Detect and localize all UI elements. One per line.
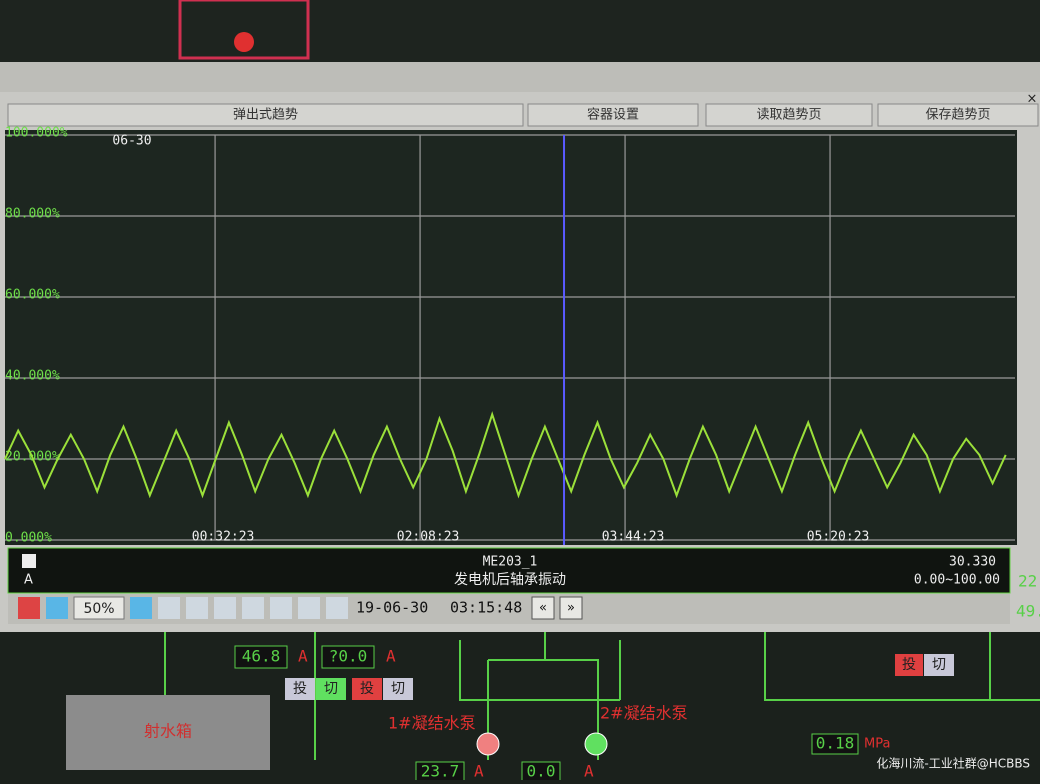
off-label: 切 xyxy=(932,657,946,673)
pump-label: 1#凝结水泵 xyxy=(388,714,476,733)
legend-tag: ME203_1 xyxy=(483,555,538,570)
pump-icon xyxy=(584,732,608,756)
pump-label: 2#凝结水泵 xyxy=(600,704,688,723)
zoom-in-button[interactable] xyxy=(158,597,180,619)
close-icon[interactable]: × xyxy=(1027,92,1038,107)
page-back-button[interactable] xyxy=(531,596,555,620)
x-tick-label: 00:32:23 xyxy=(192,530,255,545)
legend-unit: A xyxy=(24,573,33,588)
hmi-unit: A xyxy=(386,647,396,666)
on-button[interactable] xyxy=(285,678,315,700)
forward-button[interactable] xyxy=(130,597,152,619)
x-tick-label: 03:44:23 xyxy=(602,530,665,545)
tab-button-label: 读取趋势页 xyxy=(756,107,821,123)
hmi-value: 22 xyxy=(1018,572,1037,591)
hmi-box xyxy=(178,0,310,60)
hmi-box xyxy=(321,645,375,669)
x-tick-label: 02:08:23 xyxy=(397,530,460,545)
on-label: 投 xyxy=(902,657,916,673)
on-label: 投 xyxy=(293,681,307,697)
hmi-value: 0.18 xyxy=(816,734,855,753)
off-button[interactable] xyxy=(924,654,954,676)
y-tick-label: 80.000% xyxy=(5,207,60,222)
page-forward-icon: » xyxy=(567,601,575,616)
date-marker: 06-30 xyxy=(112,134,151,149)
on-button[interactable] xyxy=(352,678,382,700)
tab-button-label: 保存趋势页 xyxy=(925,107,990,123)
off-label: 切 xyxy=(324,681,338,697)
legend-description: 发电机后轴承振动 xyxy=(454,572,566,588)
hmi-unit: A xyxy=(298,647,308,666)
tab-button-label: 容器设置 xyxy=(587,107,639,123)
zoom-out-button[interactable] xyxy=(186,597,208,619)
hmi-value: 49. xyxy=(1016,602,1040,621)
y-tick-label: 40.000% xyxy=(5,369,60,384)
y-tick-label: 60.000% xyxy=(5,288,60,303)
tab-button[interactable] xyxy=(527,103,699,127)
tab-button-label: 弹出式趋势 xyxy=(233,107,298,123)
hmi-icon xyxy=(234,32,254,52)
hmi-unit: A xyxy=(584,762,594,781)
zoom-level: 50% xyxy=(83,601,114,617)
window-titlebar xyxy=(0,62,1040,92)
legend-panel xyxy=(7,547,1011,594)
plot-area xyxy=(5,130,1017,545)
cursor-date: 19-06-30 xyxy=(356,599,428,617)
on-button[interactable] xyxy=(895,654,923,676)
hmi-top xyxy=(0,0,1040,62)
hmi-box xyxy=(811,733,859,755)
off-button[interactable] xyxy=(383,678,413,700)
watermark: 化海川流-工业社群@HCBBS xyxy=(876,756,1030,771)
hmi-value: 23.7 xyxy=(421,762,460,781)
legend-readout: 30.330 xyxy=(949,555,996,570)
hmi-unit: A xyxy=(474,762,484,781)
hmi-value: ?0.0 xyxy=(329,647,368,666)
on-label: 投 xyxy=(360,681,374,697)
back-button[interactable] xyxy=(46,597,68,619)
tank xyxy=(66,695,270,770)
tool-button[interactable] xyxy=(214,597,236,619)
pump-icon xyxy=(476,732,500,756)
off-button[interactable] xyxy=(316,678,346,700)
hmi-value: 0.0 xyxy=(527,762,556,781)
select-button[interactable] xyxy=(326,597,348,619)
page-forward-button[interactable] xyxy=(559,596,583,620)
page-back-icon: « xyxy=(539,601,547,616)
zoom-box[interactable] xyxy=(73,596,125,620)
pause-button[interactable] xyxy=(18,597,40,619)
off-label: 切 xyxy=(391,681,405,697)
hmi-value: 46.8 xyxy=(242,647,281,666)
tank-label: 射水箱 xyxy=(144,722,192,741)
legend-range: 0.00~100.00 xyxy=(914,573,1000,588)
legend-checkbox[interactable] xyxy=(22,554,36,568)
tab-button[interactable] xyxy=(877,103,1039,127)
cursor-time: 03:15:48 xyxy=(450,599,522,617)
tool-button[interactable] xyxy=(270,597,292,619)
y-tick-label: 100.000% xyxy=(5,126,68,141)
y-tick-label: 0.000% xyxy=(5,531,52,546)
print-button[interactable] xyxy=(298,597,320,619)
x-tick-label: 05:20:23 xyxy=(807,530,870,545)
tab-button[interactable] xyxy=(705,103,873,127)
hmi-box xyxy=(234,645,288,669)
tab-button[interactable] xyxy=(7,103,524,127)
tool-button[interactable] xyxy=(242,597,264,619)
series-line xyxy=(4,411,1007,499)
hmi-unit: MPa xyxy=(864,737,890,752)
